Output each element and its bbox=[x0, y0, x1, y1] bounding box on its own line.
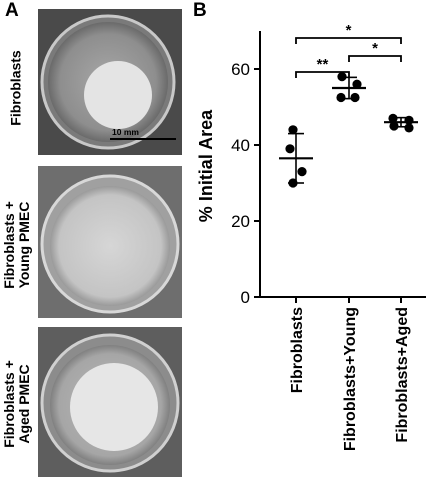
x-tick-label: Fibroblasts+Aged bbox=[394, 307, 411, 443]
y-tick-label: 40 bbox=[231, 136, 250, 155]
data-point bbox=[285, 144, 295, 154]
photo-fibroblasts bbox=[38, 9, 182, 155]
chart-axes bbox=[259, 31, 426, 298]
significance-bracket bbox=[295, 71, 350, 78]
data-point bbox=[404, 123, 414, 133]
panel-b-letter: B bbox=[193, 0, 207, 21]
panel-a-letter: A bbox=[5, 0, 19, 21]
x-tick-label: Fibroblasts+Young bbox=[342, 307, 359, 451]
significance-label: * bbox=[372, 40, 378, 57]
photo-fibroblasts-young bbox=[38, 166, 182, 318]
y-tick-label: 0 bbox=[241, 288, 250, 307]
data-point bbox=[337, 72, 347, 82]
y-tick-label: 20 bbox=[231, 212, 250, 231]
data-point bbox=[388, 113, 398, 123]
data-point bbox=[336, 92, 346, 103]
significance-label: ** bbox=[317, 56, 329, 73]
data-point bbox=[389, 121, 399, 131]
data-point bbox=[288, 125, 298, 135]
significance-bracket bbox=[348, 55, 402, 62]
data-point bbox=[297, 167, 307, 177]
scale-bar-label: 10 mm bbox=[112, 127, 139, 137]
data-point bbox=[404, 115, 414, 125]
significance-bracket bbox=[295, 37, 402, 44]
data-point bbox=[350, 92, 360, 103]
data-point bbox=[352, 79, 362, 89]
y-tick-label: 60 bbox=[231, 60, 250, 79]
data-point bbox=[288, 178, 298, 188]
significance-label: * bbox=[346, 22, 352, 39]
y-axis-label: % Initial Area bbox=[196, 109, 216, 222]
x-tick-label: Fibroblasts bbox=[289, 307, 306, 393]
photo-fibroblasts-aged bbox=[38, 327, 182, 477]
